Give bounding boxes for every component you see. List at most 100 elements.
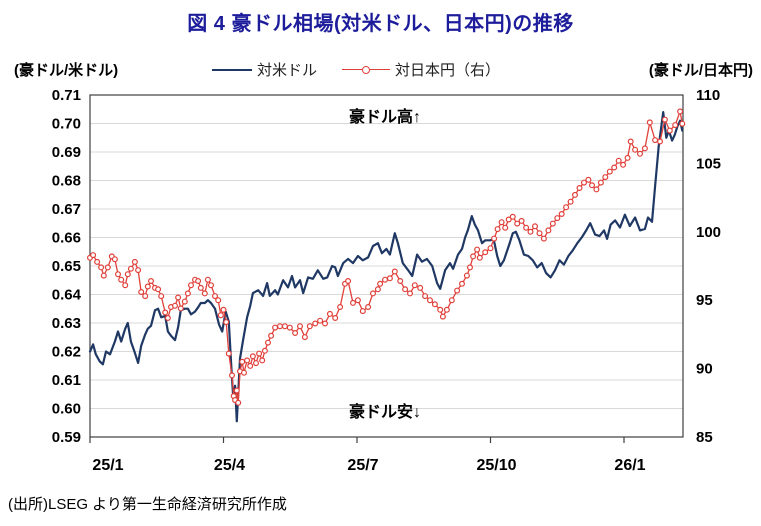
aud-jpy-marker xyxy=(431,301,438,308)
aud-jpy-marker xyxy=(272,324,279,331)
aud-jpy-marker xyxy=(244,357,251,364)
aud-jpy-marker xyxy=(498,219,505,226)
aud-jpy-marker xyxy=(531,223,538,230)
aud-jpy-marker xyxy=(201,290,208,297)
y-left-tick-label: 0.69 xyxy=(52,144,81,161)
aud-jpy-marker xyxy=(677,108,684,115)
aud-jpy-marker xyxy=(247,362,254,369)
aud-jpy-marker xyxy=(407,290,414,297)
legend-item-aud-usd: 対米ドル xyxy=(212,59,317,80)
left-axis-unit-label: (豪ドル/米ドル) xyxy=(14,62,119,79)
aud-jpy-marker xyxy=(514,220,521,227)
aud-jpy-marker xyxy=(661,116,668,123)
aud-jpy-marker xyxy=(567,198,574,205)
y-left-tick-label: 0.62 xyxy=(52,344,81,361)
aud-jpy-marker xyxy=(181,298,188,305)
aud-jpy-marker xyxy=(554,215,561,222)
aud-jpy-marker xyxy=(175,294,182,301)
aud-jpy-marker xyxy=(261,347,268,354)
aud-jpy-marker xyxy=(593,186,600,193)
aud-jpy-marker xyxy=(563,204,570,211)
annotation-aud-weak: 豪ドル安↓ xyxy=(348,404,421,421)
y-right-tick-label: 90 xyxy=(696,361,713,378)
aud-jpy-marker xyxy=(672,122,679,129)
aud-jpy-marker xyxy=(281,323,288,330)
aud-jpy-marker xyxy=(549,220,556,227)
aud-jpy-marker xyxy=(454,287,461,294)
y-right-tick-label: 105 xyxy=(696,155,721,172)
aud-jpy-marker xyxy=(627,138,634,145)
aud-jpy-marker xyxy=(350,299,357,306)
aud-jpy-marker xyxy=(606,168,613,175)
aud-jpy-marker xyxy=(212,293,219,300)
aud-jpy-marker xyxy=(306,323,313,330)
plot-border xyxy=(89,94,684,438)
aud-jpy-marker xyxy=(482,249,489,256)
aud-jpy-marker xyxy=(249,353,256,360)
aud-jpy-marker xyxy=(365,304,372,311)
y-left-tick-label: 0.59 xyxy=(52,429,81,446)
aud-jpy-marker xyxy=(332,315,339,322)
x-tick-label: 25/10 xyxy=(476,457,516,474)
aud-jpy-marker xyxy=(292,330,299,337)
source-note: (出所)LSEG より第一生命経済研究所作成 xyxy=(8,496,287,513)
aud-jpy-marker xyxy=(615,157,622,164)
y-left-tick-label: 0.68 xyxy=(52,173,81,190)
aud-jpy-marker xyxy=(354,297,361,304)
aud-jpy-marker xyxy=(518,217,525,224)
y-left-tick-label: 0.65 xyxy=(52,258,81,275)
aud-jpy-marker xyxy=(197,284,204,291)
aud-jpy-marker xyxy=(679,120,686,127)
aud-jpy-marker xyxy=(114,271,121,278)
aud-jpy-marker xyxy=(312,320,319,327)
legend-label-aud-usd: 対米ドル xyxy=(257,62,318,79)
aud-jpy-markers xyxy=(86,108,686,406)
aud-jpy-marker xyxy=(624,154,631,161)
aud-jpy-marker xyxy=(256,350,263,357)
aud-jpy-marker xyxy=(459,280,466,287)
x-tick-label: 25/7 xyxy=(347,457,378,474)
aud-jpy-marker xyxy=(184,290,191,297)
aud-jpy-marker xyxy=(646,119,653,126)
aud-jpy-marker xyxy=(502,224,509,231)
aud-jpy-marker xyxy=(397,278,404,285)
legend-item-aud-jpy: 対日本円（右） xyxy=(342,59,500,80)
aud-jpy-marker xyxy=(111,256,118,263)
y-left-tick-label: 0.71 xyxy=(52,87,81,104)
aud-jpy-marker xyxy=(90,252,97,259)
aud-jpy-marker xyxy=(382,276,389,283)
aud-jpy-marker xyxy=(94,258,101,265)
right-axis-unit-label: (豪ドル/日本円) xyxy=(648,62,753,79)
aud-jpy-marker xyxy=(448,297,455,304)
aud-jpy-marker xyxy=(217,312,224,319)
aud-jpy-marker xyxy=(666,127,673,134)
aud-jpy-marker xyxy=(476,254,483,261)
aud-jpy-marker xyxy=(620,161,627,168)
aud-jpy-marker xyxy=(297,323,304,330)
aud-jpy-marker xyxy=(239,358,246,365)
aud-jpy-marker xyxy=(148,278,155,285)
aud-jpy-marker xyxy=(215,297,222,304)
aud-jpy-marker xyxy=(127,265,134,272)
aud-jpy-marker xyxy=(491,235,498,242)
aud-jpy-marker xyxy=(402,286,409,293)
aud-jpy-marker xyxy=(585,176,592,183)
aud-jpy-marker xyxy=(337,304,344,311)
x-tick-label: 25/4 xyxy=(214,457,245,474)
aud-jpy-marker xyxy=(588,182,595,189)
aud-jpy-marker xyxy=(359,308,366,315)
aud-jpy-marker xyxy=(536,230,543,237)
aud-jpy-marker xyxy=(467,264,474,271)
aud-jpy-marker xyxy=(122,282,129,289)
y-left-tick-label: 0.61 xyxy=(52,372,81,389)
aud-jpy-marker xyxy=(208,282,215,289)
aud-jpy-marker xyxy=(370,290,377,297)
aud-jpy-marker xyxy=(374,286,381,293)
aud-jpy-marker xyxy=(427,297,434,304)
aud-jpy-marker xyxy=(233,387,240,394)
y-left-tick-label: 0.60 xyxy=(52,401,81,418)
y-left-tick-label: 0.64 xyxy=(52,287,82,304)
annotation-aud-strong: 豪ドル高↑ xyxy=(348,109,421,126)
